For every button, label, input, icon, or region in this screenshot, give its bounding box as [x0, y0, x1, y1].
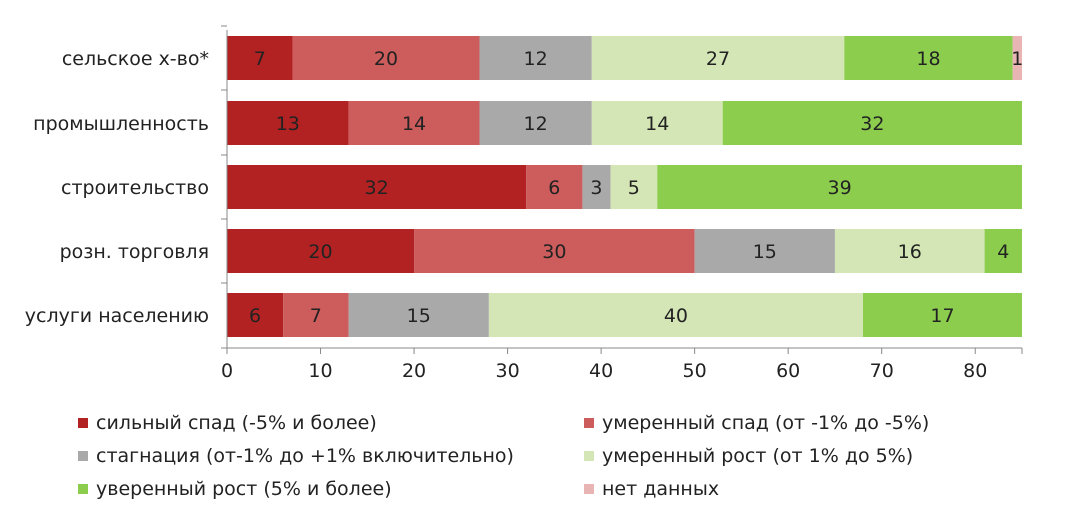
data-label: 18	[916, 48, 940, 70]
data-label: 14	[402, 113, 426, 135]
x-tick-label: 20	[402, 360, 426, 382]
x-tick-label: 50	[683, 360, 707, 382]
data-label: 30	[542, 241, 566, 263]
category-label: розн. торговля	[60, 241, 209, 263]
data-label: 12	[524, 48, 548, 70]
bar-segment	[479, 36, 592, 80]
bar-segment	[722, 101, 1022, 145]
bar-segment	[227, 293, 284, 337]
x-tick-label: 70	[870, 360, 894, 382]
category-label: промышленность	[33, 113, 209, 135]
data-label: 20	[374, 48, 398, 70]
bar-segment	[1012, 36, 1022, 80]
bar-segment	[984, 229, 1022, 273]
data-label: 32	[365, 177, 389, 199]
x-tick-label: 30	[495, 360, 519, 382]
data-label: 1	[1011, 48, 1023, 70]
data-label: 5	[628, 177, 640, 199]
data-label: 3	[590, 177, 602, 199]
data-label: 13	[276, 113, 300, 135]
data-label: 32	[860, 113, 884, 135]
data-label: 4	[997, 241, 1009, 263]
x-tick-label: 40	[589, 360, 613, 382]
bar-segment	[227, 229, 415, 273]
bar-segment	[414, 229, 695, 273]
bar-segment	[526, 165, 583, 209]
category-label: сельское х-во*	[62, 48, 209, 70]
data-label: 7	[254, 48, 266, 70]
data-label: 39	[828, 177, 852, 199]
x-tick-label: 60	[776, 360, 800, 382]
data-label: 20	[308, 241, 332, 263]
bar-segment	[488, 293, 863, 337]
bar-segment	[227, 165, 527, 209]
data-label: 16	[898, 241, 922, 263]
data-label: 15	[753, 241, 777, 263]
data-label: 40	[664, 305, 688, 327]
bar-segment	[582, 165, 611, 209]
bar-segment	[610, 165, 658, 209]
bar-segment	[479, 101, 592, 145]
bar-segment	[844, 36, 1013, 80]
bar-segment	[227, 101, 349, 145]
bar-segment	[834, 229, 985, 273]
x-axis: 0 10 20 30 40 50 60 70 80	[221, 25, 1023, 382]
data-label: 27	[706, 48, 730, 70]
bars-layer: 7 20 12 27 18 1 13 14 12 14 32 32 6 3 5 39 20 30 15 16 4 6 7 15…	[227, 36, 1023, 337]
category-labels: сельское х-во* промышленность строительств…	[25, 48, 209, 327]
data-label: 6	[548, 177, 560, 199]
bar-segment	[227, 36, 293, 80]
x-tick-label: 80	[963, 360, 987, 382]
x-tick-label: 0	[221, 360, 233, 382]
bar-segment	[283, 293, 349, 337]
bar-segment	[863, 293, 1022, 337]
data-label: 12	[524, 113, 548, 135]
bar-segment	[694, 229, 835, 273]
data-label: 15	[407, 305, 431, 327]
bar-segment	[348, 293, 489, 337]
category-label: услуги населению	[25, 305, 209, 327]
bar-segment	[292, 36, 480, 80]
data-label: 7	[310, 305, 322, 327]
bar-segment	[657, 165, 1022, 209]
category-label: строительство	[61, 177, 209, 199]
bar-segment	[348, 101, 480, 145]
data-label: 17	[930, 305, 954, 327]
data-label: 14	[645, 113, 669, 135]
bar-segment	[591, 101, 723, 145]
data-label: 6	[249, 305, 261, 327]
x-tick-label: 10	[308, 360, 332, 382]
bar-segment	[591, 36, 845, 80]
